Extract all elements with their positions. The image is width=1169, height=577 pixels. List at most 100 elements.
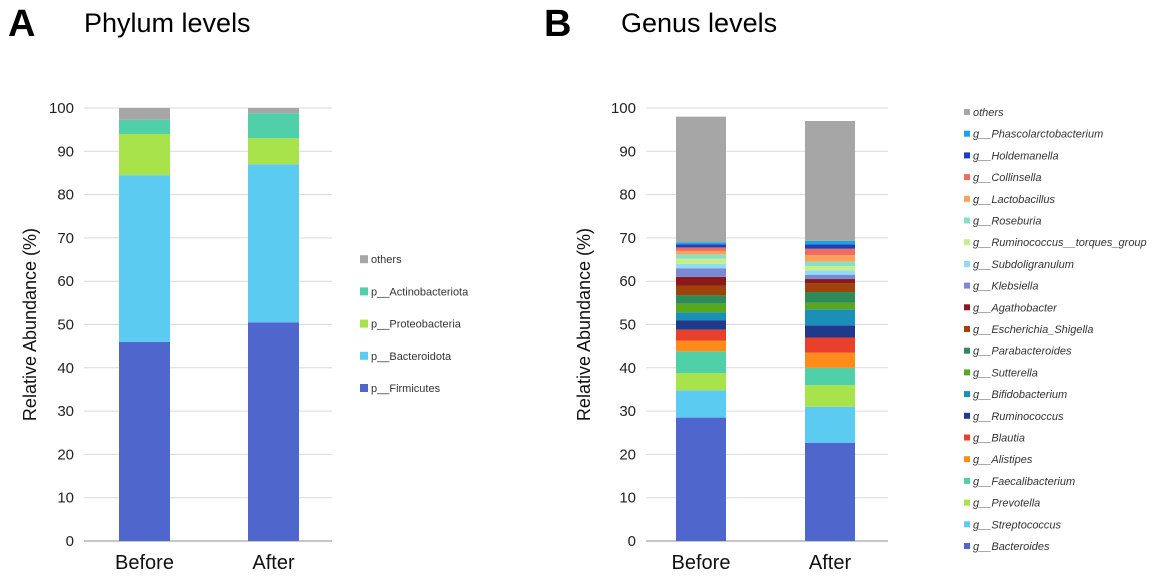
panel-b-bar-segment bbox=[676, 242, 726, 245]
panel-b-legend-label: g__Faecalibacterium bbox=[973, 476, 1075, 488]
panel-b-bar-segment bbox=[676, 268, 726, 277]
panel-b-legend-label: g__Klebsiella bbox=[973, 281, 1038, 293]
panel-a-bar-segment bbox=[119, 175, 170, 342]
panel-a-bar-segment bbox=[248, 138, 299, 165]
panel-b-legend-label: g__Subdoligranulum bbox=[973, 259, 1074, 271]
panel-b-legend-label: g__Parabacteroides bbox=[973, 346, 1072, 358]
panel-b-legend-label: g__Escherichia_Shigella bbox=[973, 324, 1093, 336]
panel-b-legend-label: g__Agathobacter bbox=[973, 302, 1058, 314]
panel-b-ytick-label: 20 bbox=[619, 446, 636, 463]
panel-b-legend-swatch bbox=[964, 239, 970, 246]
panel-b-legend-swatch bbox=[964, 391, 970, 398]
panel-a-ytick-label: 20 bbox=[57, 446, 74, 463]
panel-b-legend-swatch bbox=[964, 543, 970, 549]
panel-b-legend-swatch bbox=[964, 109, 970, 115]
panel-b-legend-label: g__Prevotella bbox=[973, 498, 1040, 510]
panel-b-bar-segment bbox=[805, 406, 855, 443]
panel-a-ytick-label: 40 bbox=[57, 360, 74, 377]
panel-a-bar-segment bbox=[119, 119, 170, 134]
panel-b-legend-label: g__Bacteroides bbox=[973, 541, 1050, 553]
panel-b-bar-segment bbox=[805, 325, 855, 338]
panel-b-bar-segment bbox=[805, 292, 855, 303]
panel-b-bar-segment bbox=[805, 120, 855, 241]
panel-b-bar-segment bbox=[805, 302, 855, 310]
panel-b-bar-segment bbox=[676, 312, 726, 321]
panel-a-category-label: After bbox=[252, 552, 295, 574]
panel-b-title: Genus levels bbox=[621, 8, 777, 38]
panel-b-ytick-label: 100 bbox=[611, 100, 636, 117]
panel-b-bar-segment bbox=[676, 303, 726, 313]
panel-a-legend-label: p__Actinobacteriota bbox=[371, 286, 469, 298]
panel-b-y-axis-title: Relative Abundance (%) bbox=[574, 228, 594, 421]
panel-b-bar-segment bbox=[805, 274, 855, 280]
panel-b-bar-segment bbox=[676, 285, 726, 296]
panel-b-bar-segment bbox=[676, 263, 726, 269]
panel-a-bar-segment bbox=[119, 341, 170, 541]
panel-a-legend-swatch bbox=[360, 319, 368, 328]
panel-b-legend-swatch bbox=[964, 326, 970, 332]
panel-a-legend-label: p__Firmicutes bbox=[371, 383, 441, 395]
panel-b-legend-label: g__Roseburia bbox=[973, 216, 1042, 228]
panel-b-legend-label: g__Phascolarctobacterium bbox=[973, 129, 1103, 141]
panel-b-legend-swatch bbox=[964, 369, 970, 376]
panel-b-bar-segment bbox=[805, 266, 855, 271]
panel-b-legend-swatch bbox=[964, 282, 970, 289]
panel-b-bar-segment bbox=[676, 295, 726, 304]
panel-a-legend-swatch bbox=[360, 384, 368, 392]
panel-b-legend-swatch bbox=[964, 152, 970, 159]
panel-b-legend-swatch bbox=[964, 217, 970, 224]
panel-b-legend-swatch bbox=[964, 174, 970, 181]
panel-b-bar-segment bbox=[805, 309, 855, 326]
panel-b-legend-swatch bbox=[964, 195, 970, 202]
panel-b-legend-label: g__Blautia bbox=[973, 433, 1025, 445]
panel-a-ytick-label: 0 bbox=[66, 533, 74, 550]
panel-b-legend-label: g__Alistipes bbox=[973, 454, 1033, 466]
panel-b-bar-segment bbox=[805, 337, 855, 353]
panel-b-legend-swatch bbox=[964, 456, 970, 463]
panel-b-ytick-label: 40 bbox=[619, 360, 636, 377]
panel-b-legend-label: others bbox=[973, 107, 1004, 119]
panel-a-legend-swatch bbox=[360, 255, 368, 264]
panel-b-bar-segment bbox=[676, 244, 726, 248]
panel-b-legend-label: g__Ruminococcus__torques_group bbox=[973, 237, 1147, 249]
panel-a-legend-label: others bbox=[371, 254, 402, 266]
panel-b-ytick-label: 60 bbox=[619, 273, 636, 290]
panel-b-legend-swatch bbox=[964, 304, 970, 311]
panel-b-legend-swatch bbox=[964, 260, 970, 267]
panel-b-bar-segment bbox=[805, 261, 855, 267]
panel-b-legend-swatch bbox=[964, 521, 970, 528]
panel-b-bar-segment bbox=[676, 320, 726, 330]
panel-b-ytick-label: 30 bbox=[619, 403, 636, 420]
panel-a-ytick-label: 100 bbox=[49, 100, 74, 117]
panel-a-bar-segment bbox=[248, 322, 299, 541]
panel-b-legend-label: g__Collinsella bbox=[973, 172, 1042, 184]
panel-a-bar-segment bbox=[248, 164, 299, 323]
panel-a-bar-segment bbox=[119, 108, 170, 120]
panel-b-bar-segment bbox=[676, 417, 726, 541]
panel-b-bar-segment bbox=[805, 352, 855, 368]
panel-b-bar-segment bbox=[805, 367, 855, 386]
panel-b-bar-segment bbox=[805, 240, 855, 245]
panel-b-legend-label: g__Sutterella bbox=[973, 367, 1038, 379]
panel-b-bar-segment bbox=[676, 351, 726, 373]
panel-b-legend-swatch bbox=[964, 477, 970, 484]
panel-b-bar-segment bbox=[805, 244, 855, 249]
panel-a-y-axis-title: Relative Abundance (%) bbox=[20, 228, 40, 421]
panel-b-bar-segment bbox=[805, 248, 855, 256]
panel-a-ytick-label: 90 bbox=[57, 143, 74, 160]
panel-b-bar-segment bbox=[676, 258, 726, 264]
panel-a-bar-segment bbox=[119, 133, 170, 176]
panel-b-bar-segment bbox=[676, 329, 726, 341]
panel-b-bar-segment bbox=[805, 385, 855, 407]
panel-b-legend-label: g__Ruminococcus bbox=[973, 411, 1064, 423]
panel-b-ytick-label: 70 bbox=[619, 230, 636, 247]
panel-b-bar-segment bbox=[805, 283, 855, 293]
panel-a-title: Phylum levels bbox=[84, 8, 251, 38]
panel-a-ytick-label: 50 bbox=[57, 317, 74, 334]
panel-b-bar-segment bbox=[676, 247, 726, 251]
panel-b-legend-label: g__Lactobacillus bbox=[973, 194, 1055, 206]
panel-b-bar-segment bbox=[805, 442, 855, 541]
panel-a-category-label: Before bbox=[115, 552, 174, 574]
panel-b-ytick-label: 90 bbox=[619, 143, 636, 160]
